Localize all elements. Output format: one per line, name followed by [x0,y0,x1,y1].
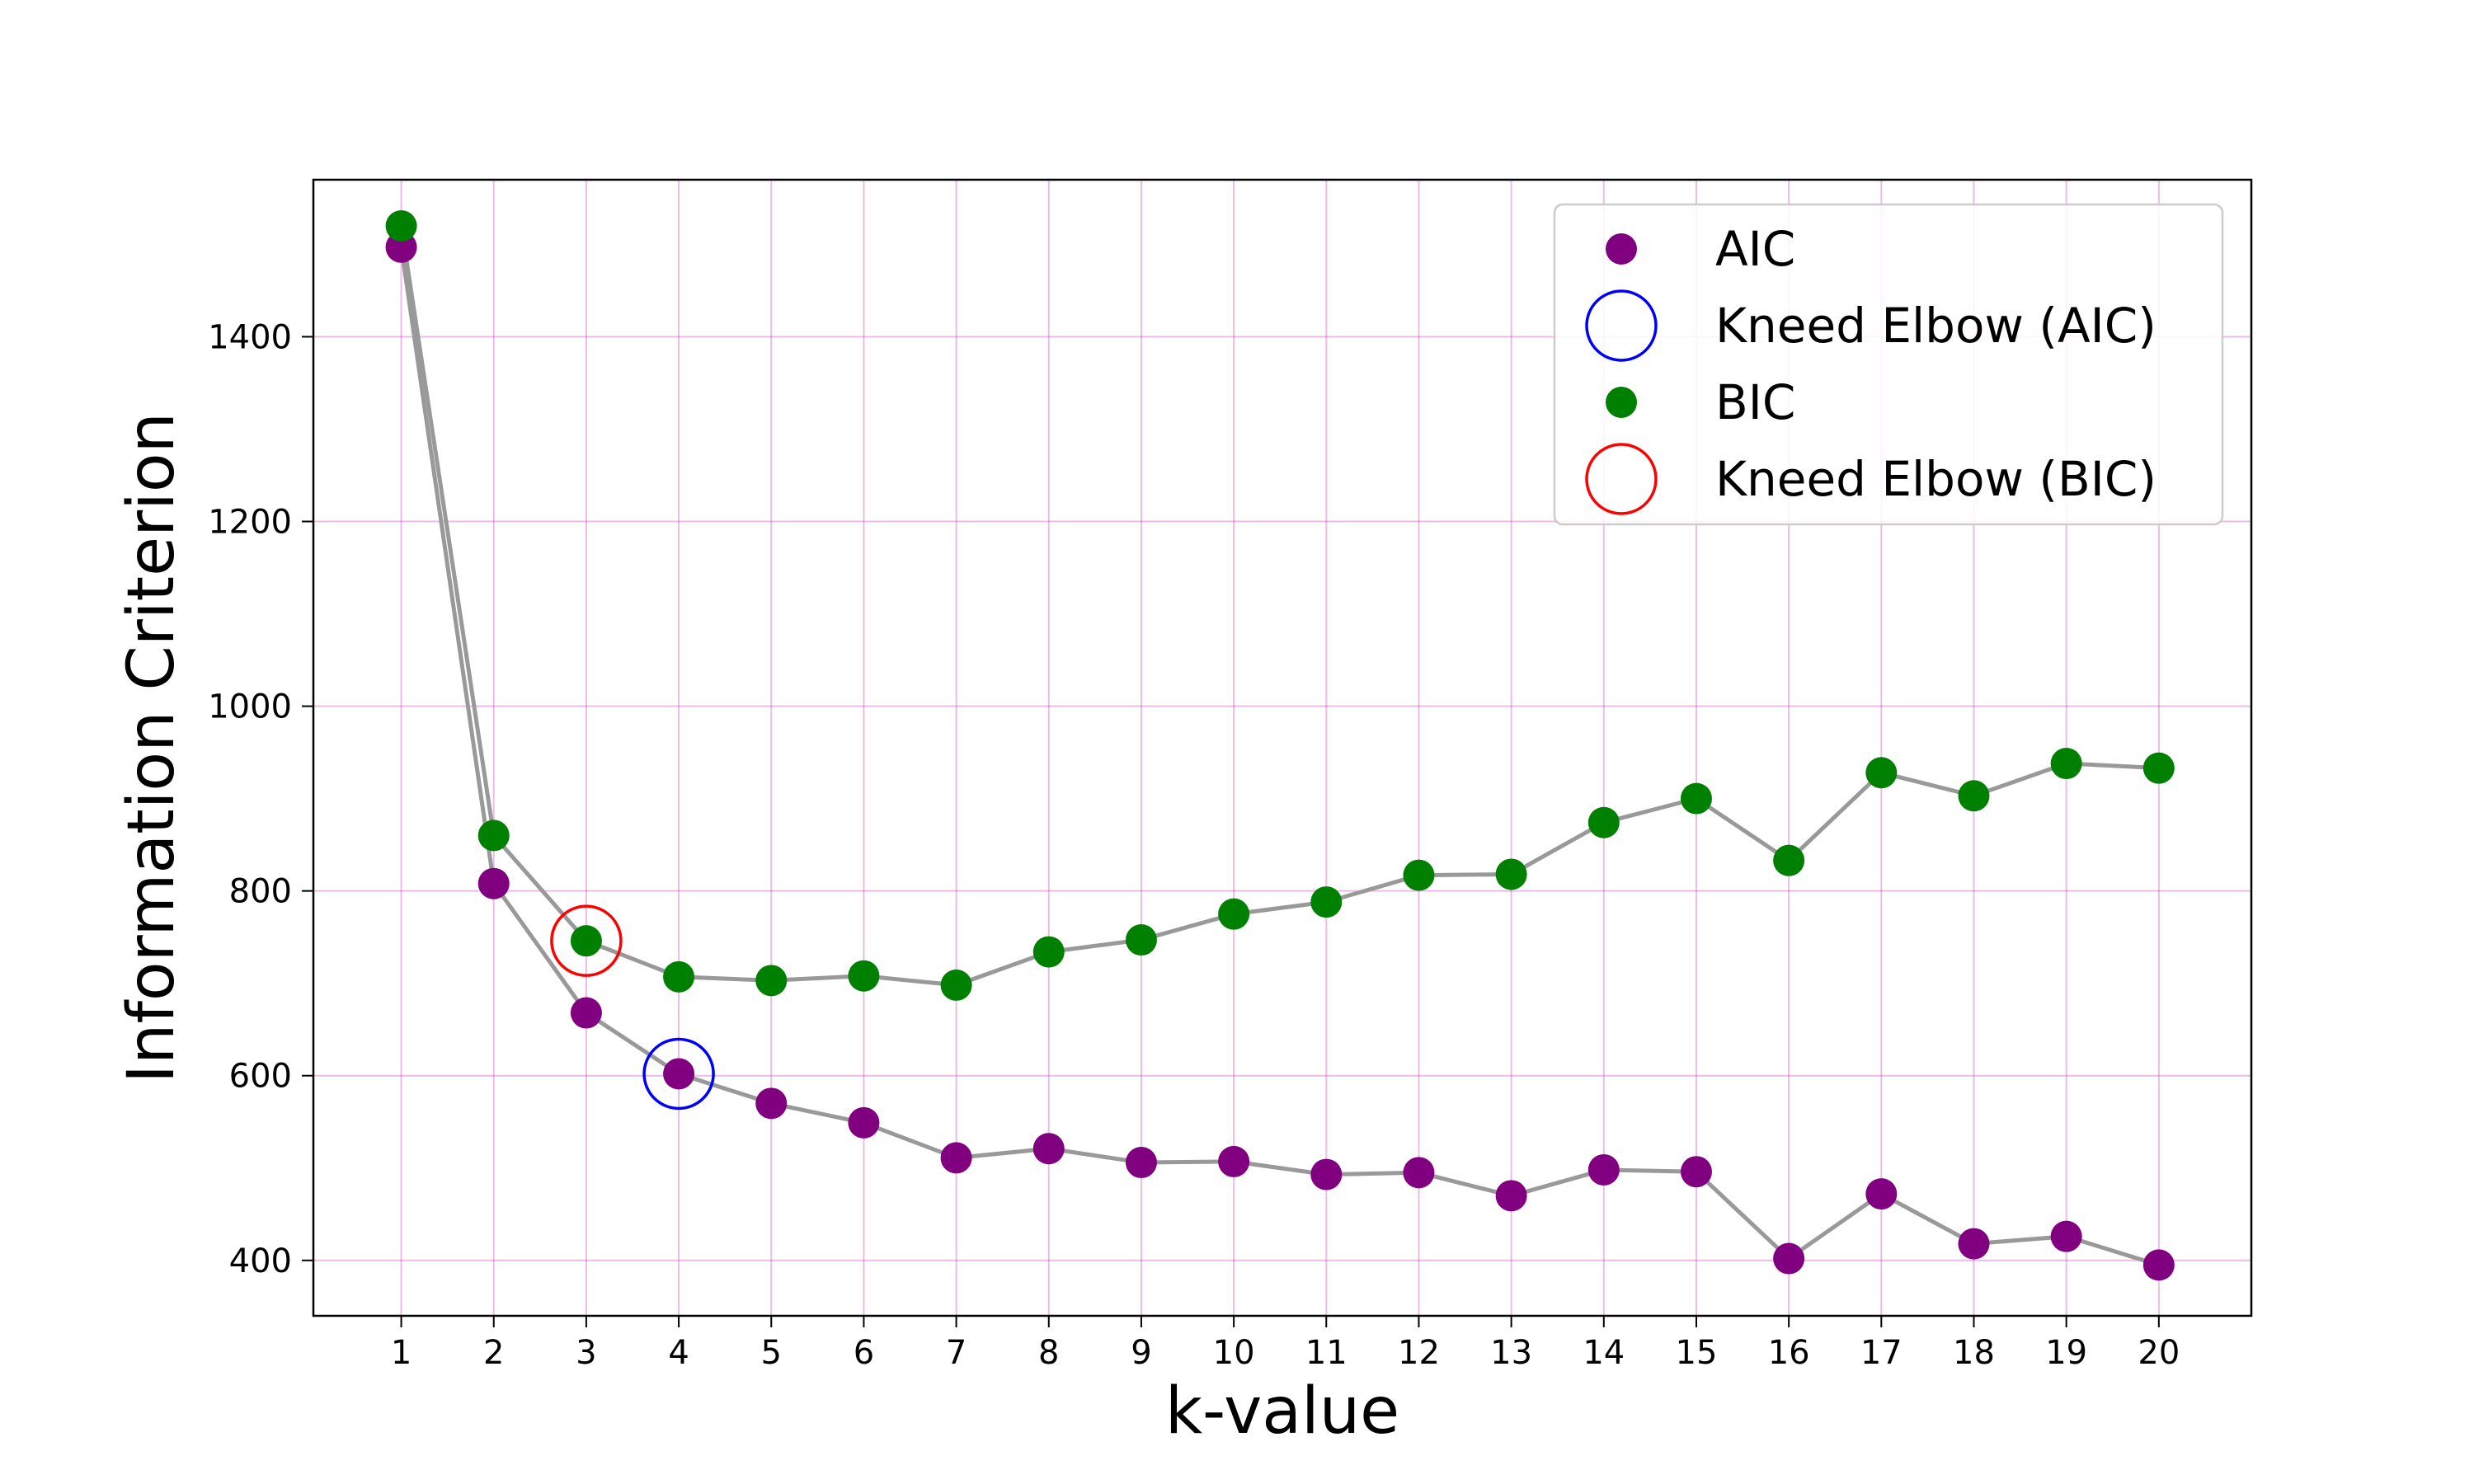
x-tick-label: 3 [576,1334,596,1372]
x-tick-label: 19 [2045,1334,2087,1372]
point-aic [1403,1157,1435,1189]
point-aic [1773,1242,1805,1275]
elbow-marker [642,1037,715,1111]
point-bic [1310,886,1343,918]
legend-marker [1606,233,1637,265]
y-axis-label: Information Criterion [115,412,189,1083]
x-tick-label: 11 [1305,1334,1348,1372]
point-bic [1587,806,1620,838]
x-tick-label: 13 [1490,1334,1532,1372]
point-bic [570,925,602,957]
x-tick-label: 17 [1860,1334,1903,1372]
elbow-markers [550,904,715,1111]
plot-frame [312,178,2253,1317]
legend-label: Kneed Elbow (BIC) [1715,451,2157,507]
point-aic [570,997,602,1029]
legend-label: BIC [1715,374,1795,430]
x-tick-label: 2 [483,1334,504,1372]
y-tick-label: 1000 [208,688,292,726]
point-bic [848,960,880,992]
point-bic [1218,898,1250,930]
y-tick-label: 1400 [208,318,292,356]
point-aic [1495,1180,1527,1212]
point-aic [1125,1147,1157,1179]
y-tick-label: 1200 [208,504,292,542]
point-bic [2142,752,2175,784]
point-aic [477,867,510,899]
point-aic [940,1142,972,1174]
elbow-marker [550,904,623,977]
point-aic [848,1106,880,1139]
point-bic [755,965,788,997]
point-bic [1125,924,1157,956]
x-tick-label: 16 [1768,1334,1810,1372]
point-aic [755,1087,788,1120]
legend-marker [1606,387,1637,418]
x-tick-label: 8 [1038,1334,1059,1372]
y-tick-label: 600 [229,1058,292,1096]
series-points [385,210,2175,1281]
legend-label: AIC [1715,221,1795,277]
series-line-aic [399,247,2160,1267]
point-aic [663,1058,695,1090]
point-aic [2142,1249,2175,1281]
x-tick-label: 4 [668,1334,689,1372]
point-bic [663,960,695,993]
point-aic [1218,1145,1250,1177]
x-tick-label: 5 [761,1334,782,1372]
point-bic [385,210,417,242]
point-bic [940,969,972,1001]
point-bic [1680,782,1712,815]
point-aic [1310,1158,1343,1190]
point-bic [1403,859,1435,891]
x-axis-ticks: 1 2 3 4 5 6 7 8 9 10 11 12 13 14 15 16 17 18 19 20 [391,1316,2180,1372]
x-tick-label: 10 [1213,1334,1255,1372]
point-aic [1680,1156,1712,1188]
y-axis-ticks: 400 600 800 1000 1200 1400 [208,318,313,1280]
legend-label: Kneed Elbow (AIC) [1715,298,2157,354]
x-tick-label: 20 [2138,1334,2180,1372]
point-aic [1958,1228,1990,1260]
y-tick-label: 400 [229,1242,292,1280]
y-tick-label: 800 [229,873,292,911]
x-tick-label: 14 [1583,1334,1625,1372]
point-bic [1495,858,1527,890]
point-bic [1032,936,1065,968]
legend: AIC Kneed Elbow (AIC) BIC Kneed Elbow (BIC) [1553,203,2224,526]
point-bic [1958,780,1990,812]
x-tick-label: 1 [391,1334,412,1372]
point-aic [1587,1153,1620,1186]
point-aic [1865,1178,1898,1210]
x-axis-label: k-value [1165,1374,1399,1449]
x-tick-label: 6 [854,1334,874,1372]
legend-box [1553,203,2224,526]
point-aic [2050,1220,2082,1252]
x-tick-label: 7 [946,1334,967,1372]
x-tick-label: 12 [1398,1334,1440,1372]
point-aic [1032,1133,1065,1165]
x-tick-label: 9 [1131,1334,1151,1372]
point-bic [1865,757,1898,789]
x-tick-label: 18 [1953,1334,1995,1372]
point-bic [1773,844,1805,876]
x-tick-label: 15 [1676,1334,1718,1372]
point-bic [477,819,510,852]
legend-marker [1585,289,1658,362]
legend-marker [1585,443,1658,515]
point-bic [2050,748,2082,780]
